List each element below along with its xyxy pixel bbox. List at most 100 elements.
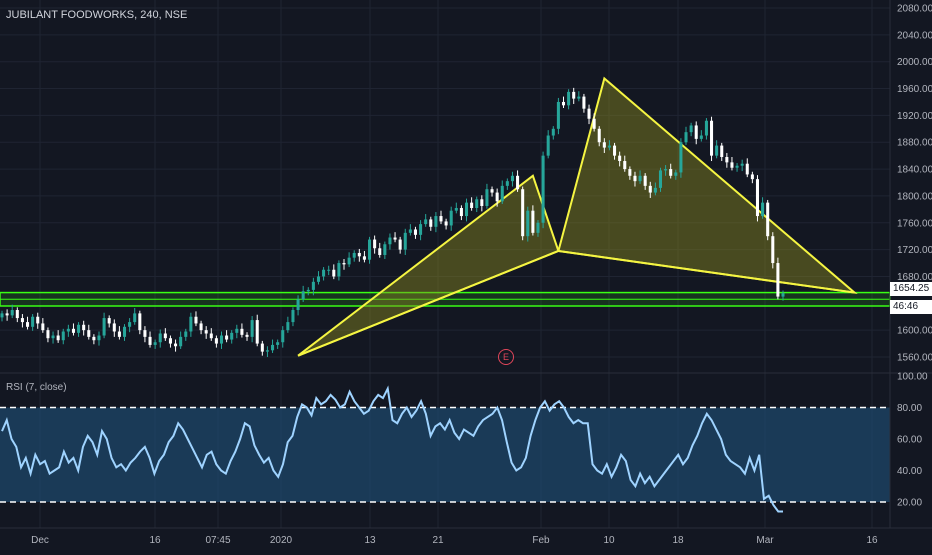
candle-body [607,145,611,148]
candle-body [133,313,137,323]
candle-body [301,291,305,300]
pattern-triangle-bcd [557,76,858,295]
rsi-tick-label: 40.00 [897,466,922,477]
y-tick-label: 1840.00 [897,165,932,176]
candle-body [648,185,652,193]
candle-body [327,269,331,271]
candle-body [561,101,566,106]
y-tick-label: 2080.00 [897,4,932,15]
candle-body [219,335,224,344]
candle-body [582,96,586,109]
rsi-series [1,385,783,513]
y-tick-label: 1800.00 [897,191,932,202]
candle-body [413,229,417,235]
candle-body [715,145,719,156]
candle-body [265,350,269,352]
candle-body [332,269,336,277]
candle-body [730,162,734,168]
candle-body [658,170,663,188]
y-tick-label: 1880.00 [897,138,932,149]
candle-body [556,101,560,129]
candle-body [0,313,4,318]
harmonic-pattern [297,76,858,357]
candle-body [163,333,167,339]
candle-body [77,324,81,333]
rsi-title: RSI (7, close) [6,382,67,393]
y-tick-label: 1920.00 [897,111,932,122]
candlesticks [0,87,785,357]
candle-body [322,269,326,277]
candle-body [684,132,688,143]
y-tick-label: 1960.00 [897,84,932,95]
candle-body [669,169,673,176]
candle-body [61,331,65,341]
rsi-band [0,406,890,503]
x-tick-label: 07:45 [205,535,230,546]
candle-body [342,263,346,265]
candle-body [250,320,254,337]
candle-body [87,330,91,337]
candle-body [689,125,693,133]
candle-body [26,322,30,327]
symbol-title: JUBILANT FOODWORKS, 240, NSE [6,9,188,21]
x-tick-label: 10 [603,535,615,546]
x-tick-label: Dec [31,535,49,546]
y-tick-label: 1680.00 [897,272,932,283]
candle-body [204,330,208,334]
candle-body [459,208,463,217]
candle-body [572,91,576,99]
candle-body [5,313,9,316]
y-tick-label: 1600.00 [897,326,932,337]
candle-body [102,318,106,336]
candle-body [225,335,229,340]
candle-body [597,128,601,143]
candle-body [577,96,581,99]
pattern-leg [297,250,559,357]
candle-body [71,328,75,333]
candle-body [587,108,591,119]
candle-body [158,333,162,343]
earnings-icon[interactable]: E [498,349,514,365]
candle-body [281,330,285,343]
candle-body [296,299,300,311]
candle-body [388,237,392,245]
x-tick-label: 13 [364,535,376,546]
candle-body [495,192,499,202]
candle-body [31,316,35,327]
candle-body [710,120,714,156]
last-price-tag: 1654.25 [890,282,932,296]
candle-body [82,324,86,331]
candle-body [618,155,622,162]
x-tick-label: 18 [672,535,684,546]
candle-body [694,125,698,139]
candle-body [373,239,377,249]
candle-body [510,175,514,182]
x-tick-label: 16 [866,535,878,546]
candle-body [179,336,183,347]
candle-body [551,128,555,136]
candle-body [745,163,749,175]
candle-body [97,335,101,341]
candle-body [408,229,412,233]
candle-body [475,199,479,209]
candle-body [347,257,351,265]
candle-body [434,216,438,227]
candle-body [546,135,550,156]
candle-body [526,210,530,237]
candle-body [352,252,356,258]
candle-body [766,202,770,237]
candle-body [230,332,234,340]
candle-body [679,142,683,173]
candle-body [194,316,198,324]
candle-body [46,330,50,339]
candle-body [480,199,484,206]
candle-body [531,210,535,233]
candle-body [398,239,402,250]
countdown-tag: 46:46 [890,300,932,314]
candle-body [255,320,259,344]
candle-body [429,219,433,227]
candle-body [337,263,341,277]
tick-labels: 2080.002040.002000.001960.001920.001880.… [31,4,932,547]
